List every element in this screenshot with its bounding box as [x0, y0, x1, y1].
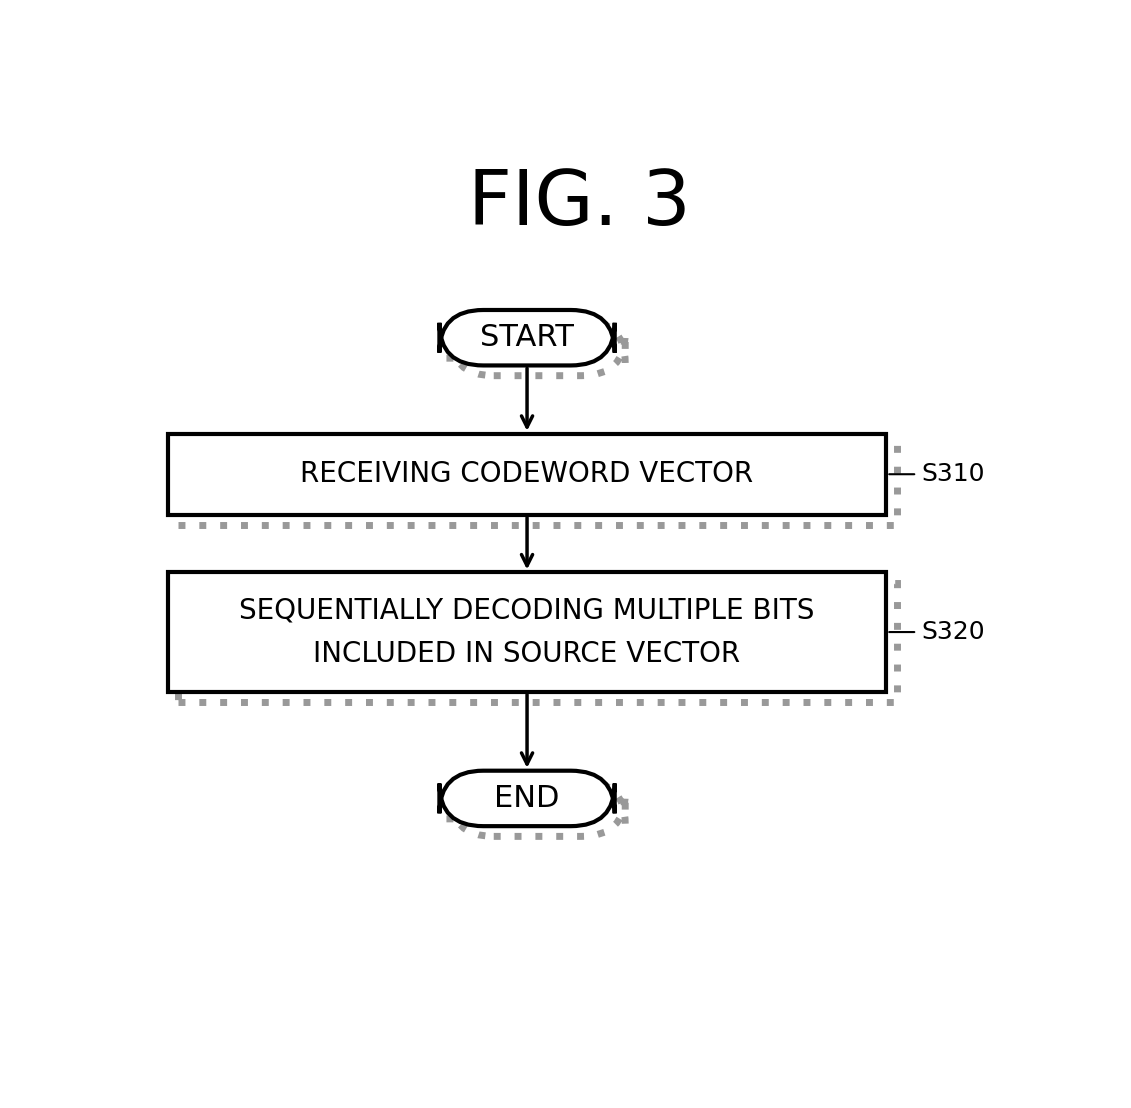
Text: START: START	[480, 324, 575, 352]
Text: RECEIVING CODEWORD VECTOR: RECEIVING CODEWORD VECTOR	[301, 460, 753, 489]
Text: S310: S310	[922, 462, 985, 486]
FancyBboxPatch shape	[439, 771, 615, 827]
FancyBboxPatch shape	[167, 573, 887, 691]
FancyBboxPatch shape	[450, 320, 625, 376]
Text: FIG. 3: FIG. 3	[468, 167, 691, 242]
Text: SEQUENTIALLY DECODING MULTIPLE BITS: SEQUENTIALLY DECODING MULTIPLE BITS	[240, 596, 814, 625]
FancyBboxPatch shape	[439, 310, 615, 366]
FancyBboxPatch shape	[167, 433, 887, 515]
Text: END: END	[494, 784, 560, 813]
Text: S320: S320	[922, 620, 985, 644]
FancyBboxPatch shape	[179, 444, 897, 525]
FancyBboxPatch shape	[179, 583, 897, 702]
Text: INCLUDED IN SOURCE VECTOR: INCLUDED IN SOURCE VECTOR	[313, 639, 741, 667]
FancyBboxPatch shape	[450, 781, 625, 837]
